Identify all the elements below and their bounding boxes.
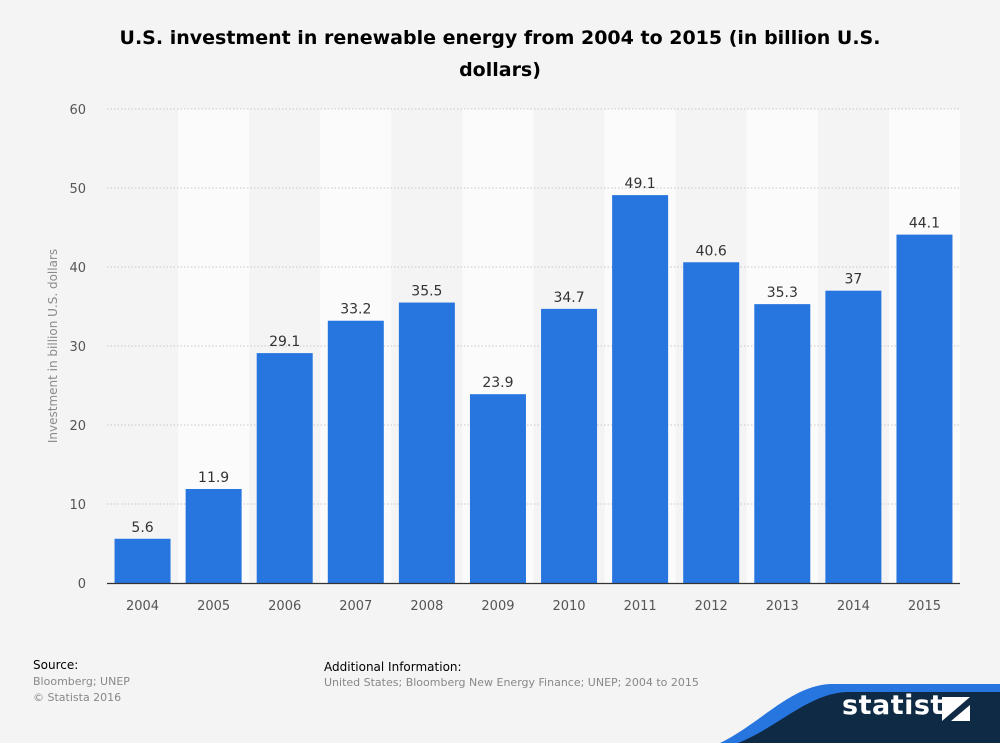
x-tick-2009: 2009: [481, 599, 514, 614]
bar-2014: [825, 290, 882, 583]
bar-label-2009: 23.9: [482, 375, 513, 391]
y-tick-0: 0: [78, 577, 86, 592]
copyright-text: © Statista 2016: [33, 691, 122, 704]
chart-title-line-1: U.S. investment in renewable energy from…: [119, 27, 881, 49]
x-tick-2004: 2004: [126, 599, 159, 614]
bar-2007: [327, 320, 384, 583]
y-tick-10: 10: [69, 498, 86, 513]
chart-title-line-2: dollars): [459, 59, 541, 81]
bar-label-2013: 35.3: [767, 285, 798, 301]
bar-2008: [398, 302, 455, 583]
bar-2011: [612, 195, 669, 584]
bar-chart: 0 10 20 30 40 50 60 Investment in billion U.S.…: [46, 103, 960, 614]
bars: [114, 195, 953, 584]
y-tick-60: 60: [69, 103, 86, 118]
chart-title: U.S. investment in renewable energy from…: [80, 22, 920, 86]
x-tick-2013: 2013: [766, 599, 799, 614]
bar-label-2012: 40.6: [696, 243, 727, 259]
bar-label-2007: 33.2: [340, 302, 371, 318]
x-tick-2011: 2011: [624, 599, 657, 614]
statista-logo-icon: [942, 697, 970, 721]
bar-2009: [469, 394, 526, 583]
y-axis-label: Investment in billion U.S. dollars: [46, 249, 60, 443]
x-tick-2010: 2010: [552, 599, 585, 614]
additional-info-heading: Additional Information:: [324, 660, 462, 674]
x-tick-2015: 2015: [908, 599, 941, 614]
bar-2006: [256, 353, 313, 583]
x-tick-2005: 2005: [197, 599, 230, 614]
bar-label-2008: 35.5: [411, 284, 442, 300]
y-tick-40: 40: [69, 261, 86, 276]
additional-info-block: Additional Information: United States; B…: [324, 659, 699, 691]
source-text: Bloomberg; UNEP: [33, 675, 130, 688]
source-heading: Source:: [33, 658, 79, 672]
bar-2013: [754, 304, 811, 583]
additional-info-text: United States; Bloomberg New Energy Fina…: [324, 676, 699, 689]
source-block: Source: Bloomberg; UNEP © Statista 2016: [33, 657, 130, 706]
bar-label-2006: 29.1: [269, 334, 300, 350]
x-tick-2014: 2014: [837, 599, 870, 614]
bar-label-2010: 34.7: [553, 290, 584, 306]
bar-label-2004: 5.6: [131, 520, 153, 536]
gridlines: [107, 108, 960, 505]
bar-2004: [114, 538, 171, 583]
bar-label-2005: 11.9: [198, 470, 229, 486]
brand-dark-panel: [738, 692, 1000, 743]
bar-2005: [185, 488, 242, 583]
bar-label-2011: 49.1: [625, 176, 656, 192]
bar-value-labels: 5.6 11.9 29.1 33.2 35.5 23.9 34.7 49.1 40.6 35.3 3…: [131, 176, 940, 536]
bar-label-2015: 44.1: [909, 216, 940, 232]
bar-2015: [896, 234, 953, 584]
x-tick-2012: 2012: [695, 599, 728, 614]
y-axis-ticks: 0 10 20 30 40 50 60: [69, 103, 86, 592]
x-tick-2006: 2006: [268, 599, 301, 614]
bar-2012: [683, 262, 740, 583]
y-tick-20: 20: [69, 419, 86, 434]
x-tick-2008: 2008: [410, 599, 443, 614]
bar-label-2014: 37: [844, 272, 862, 288]
statista-brand-banner: [720, 684, 1000, 743]
x-tick-2007: 2007: [339, 599, 372, 614]
y-tick-30: 30: [69, 340, 86, 355]
bar-2010: [541, 308, 598, 583]
y-tick-50: 50: [69, 182, 86, 197]
x-axis-ticks: 2004 2005 2006 2007 2008 2009 2010 2011 2012 2013…: [126, 599, 941, 614]
